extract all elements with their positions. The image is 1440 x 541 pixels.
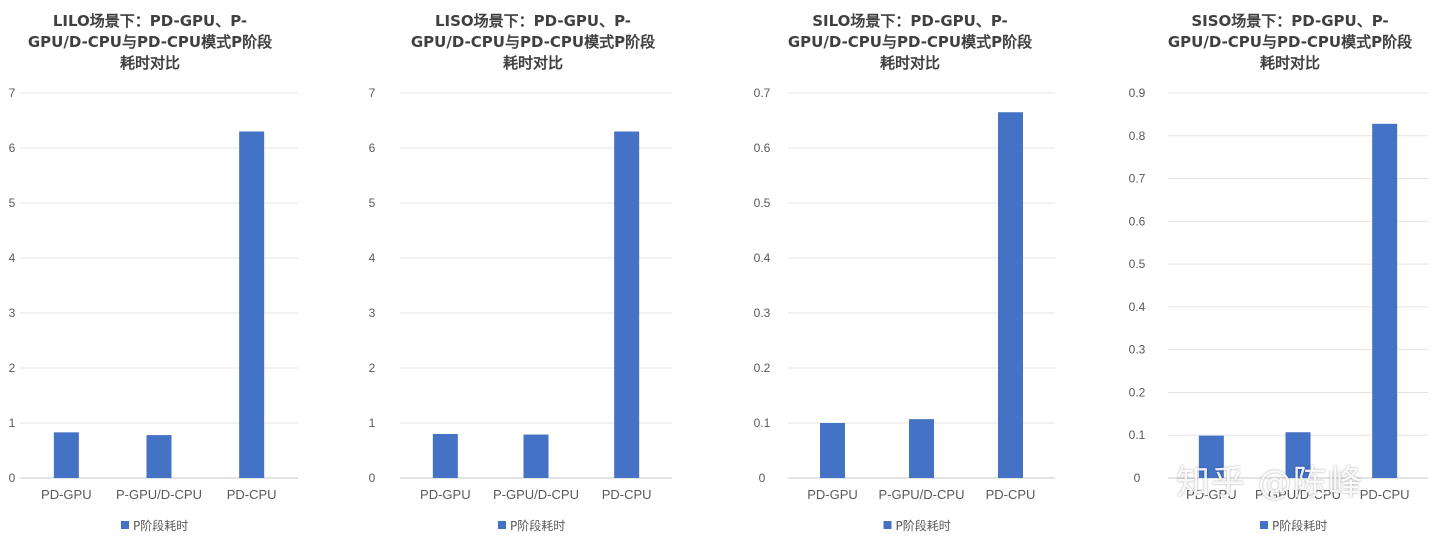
- y-tick-label: 3: [369, 306, 376, 320]
- chart-title-line: GPU/D-CPU与PD-CPU模式P阶段: [28, 33, 272, 51]
- y-tick-label: 2: [369, 361, 376, 375]
- y-tick-label: 0.3: [754, 306, 771, 320]
- y-tick-label: 0.6: [754, 141, 771, 155]
- chart-3: SILO场景下：PD-GPU、P- GPU/D-CPU与PD-CPU模式P阶段耗时…: [754, 12, 1055, 533]
- chart-4: SISO场景下：PD-GPU、P- GPU/D-CPU与PD-CPU模式P阶段耗时…: [1129, 12, 1428, 533]
- bar: [909, 419, 934, 478]
- bar: [820, 423, 845, 478]
- x-tick-label: P-GPU/D-CPU: [116, 487, 202, 502]
- chart-title-line: GPU/D-CPU与PD-CPU模式P阶段: [411, 33, 655, 51]
- x-tick-label: P-GPU/D-CPU: [493, 487, 579, 502]
- bar: [614, 131, 640, 478]
- y-tick-label: 3: [9, 306, 16, 320]
- bar: [998, 112, 1023, 478]
- bar: [146, 435, 172, 478]
- legend-label: P阶段耗时: [133, 518, 188, 533]
- y-tick-label: 1: [9, 416, 16, 430]
- y-tick-label: 2: [9, 361, 16, 375]
- chart-1: LILO场景下：PD-GPU、P- GPU/D-CPU与PD-CPU模式P阶段耗时…: [9, 12, 298, 533]
- chart-title-line: GPU/D-CPU与PD-CPU模式P阶段: [1168, 33, 1412, 51]
- y-tick-label: 0.5: [1129, 257, 1146, 271]
- y-tick-label: 1: [369, 416, 376, 430]
- y-tick-label: 0.9: [1129, 86, 1146, 100]
- legend: P阶段耗时: [121, 518, 188, 533]
- x-tick-label: PD-GPU: [807, 487, 858, 502]
- bar: [1285, 432, 1311, 478]
- bar: [1198, 435, 1224, 478]
- y-tick-label: 0.6: [1129, 214, 1146, 228]
- y-tick-label: 0.8: [1129, 129, 1146, 143]
- legend-swatch: [883, 521, 892, 529]
- chart-title-line: GPU/D-CPU与PD-CPU模式P阶段: [788, 33, 1032, 51]
- x-tick-label: PD-CPU: [986, 487, 1036, 502]
- y-tick-label: 4: [9, 251, 16, 265]
- y-tick-label: 0.4: [754, 251, 771, 265]
- y-tick-label: 5: [369, 196, 376, 210]
- legend-swatch: [498, 521, 506, 529]
- chart-title-line: 耗时对比: [880, 54, 940, 72]
- y-tick-label: 0.5: [754, 196, 771, 210]
- chart-title-line: LILO场景下：PD-GPU、P-: [53, 12, 247, 30]
- x-tick-label: PD-GPU: [1186, 487, 1237, 502]
- legend-label: P阶段耗时: [1272, 518, 1327, 533]
- chart-2: LISO场景下：PD-GPU、P- GPU/D-CPU与PD-CPU模式P阶段耗时…: [369, 12, 672, 533]
- watermark-text: 知乎 @陈峰: [1176, 463, 1363, 503]
- x-tick-label: P-GPU/D-CPU: [879, 487, 965, 502]
- y-tick-label: 0.2: [754, 361, 771, 375]
- x-tick-label: PD-CPU: [602, 487, 652, 502]
- y-tick-label: 0: [369, 471, 376, 485]
- bar: [523, 434, 549, 478]
- chart-title-line: 耗时对比: [120, 54, 180, 72]
- y-tick-label: 0.2: [1129, 385, 1146, 399]
- chart-title-line: 耗时对比: [1260, 54, 1320, 72]
- y-tick-label: 0.7: [1129, 172, 1146, 186]
- y-tick-label: 0.1: [1129, 428, 1146, 442]
- chart-title-line: LISO场景下：PD-GPU、P-: [435, 12, 631, 30]
- y-tick-label: 0: [9, 471, 16, 485]
- y-tick-label: 0: [759, 471, 766, 485]
- y-tick-label: 5: [9, 196, 16, 210]
- y-tick-label: 0.3: [1129, 343, 1146, 357]
- x-tick-label: PD-CPU: [1360, 487, 1410, 502]
- legend-label: P阶段耗时: [510, 518, 565, 533]
- bar: [432, 434, 458, 478]
- y-tick-label: 0.7: [754, 86, 771, 100]
- y-tick-label: 7: [369, 86, 376, 100]
- y-tick-label: 0: [1134, 471, 1141, 485]
- legend: P阶段耗时: [883, 518, 951, 533]
- chart-title: LILO场景下：PD-GPU、P- GPU/D-CPU与PD-CPU模式P阶段耗时…: [28, 12, 272, 72]
- chart-title-line: SISO场景下：PD-GPU、P-: [1191, 12, 1388, 30]
- x-tick-label: PD-GPU: [41, 487, 92, 502]
- y-tick-label: 4: [369, 251, 376, 265]
- y-tick-label: 6: [9, 141, 16, 155]
- bar: [239, 131, 265, 478]
- y-tick-label: 0.4: [1129, 300, 1146, 314]
- legend-swatch: [121, 521, 129, 529]
- chart-title-line: 耗时对比: [503, 54, 563, 72]
- bar: [53, 432, 79, 478]
- bar: [1372, 123, 1398, 479]
- chart-title-line: SILO场景下：PD-GPU、P-: [812, 12, 1008, 30]
- y-tick-label: 7: [9, 86, 16, 100]
- chart-title: LISO场景下：PD-GPU、P- GPU/D-CPU与PD-CPU模式P阶段耗时…: [411, 12, 655, 72]
- y-tick-label: 0.1: [754, 416, 771, 430]
- chart-title: SILO场景下：PD-GPU、P- GPU/D-CPU与PD-CPU模式P阶段耗时…: [788, 12, 1032, 72]
- x-tick-label: P-GPU/D-CPU: [1255, 487, 1341, 502]
- legend-label: P阶段耗时: [896, 518, 951, 533]
- chart-title: SISO场景下：PD-GPU、P- GPU/D-CPU与PD-CPU模式P阶段耗时…: [1168, 12, 1412, 72]
- legend-swatch: [1260, 521, 1268, 529]
- legend: P阶段耗时: [498, 518, 565, 533]
- legend: P阶段耗时: [1260, 518, 1327, 533]
- x-tick-label: PD-CPU: [227, 487, 277, 502]
- x-tick-label: PD-GPU: [420, 487, 471, 502]
- y-tick-label: 6: [369, 141, 376, 155]
